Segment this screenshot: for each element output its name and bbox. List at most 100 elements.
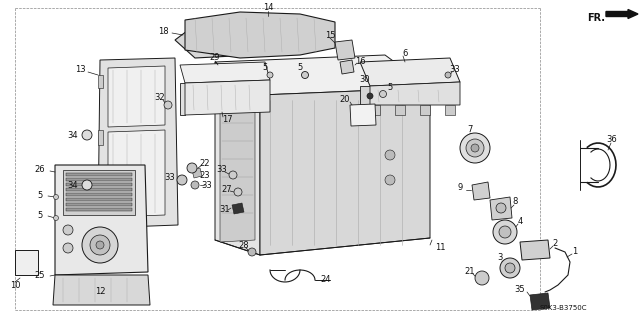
Text: 30: 30 bbox=[360, 76, 371, 85]
Polygon shape bbox=[98, 175, 103, 190]
Text: 34: 34 bbox=[68, 181, 78, 189]
Text: 27: 27 bbox=[221, 186, 232, 195]
Circle shape bbox=[164, 101, 172, 109]
Text: 35: 35 bbox=[515, 286, 525, 294]
Text: 6: 6 bbox=[403, 48, 408, 57]
Circle shape bbox=[191, 181, 199, 189]
Text: 9: 9 bbox=[458, 183, 463, 192]
Polygon shape bbox=[395, 105, 405, 115]
Circle shape bbox=[496, 203, 506, 213]
Polygon shape bbox=[220, 95, 255, 242]
Circle shape bbox=[301, 71, 308, 78]
Polygon shape bbox=[215, 55, 430, 95]
Polygon shape bbox=[108, 66, 165, 127]
Circle shape bbox=[471, 144, 479, 152]
Circle shape bbox=[267, 72, 273, 78]
Polygon shape bbox=[175, 18, 330, 58]
Text: 31: 31 bbox=[220, 205, 230, 214]
Text: FR.: FR. bbox=[587, 13, 605, 23]
Circle shape bbox=[460, 133, 490, 163]
Circle shape bbox=[187, 163, 197, 173]
Circle shape bbox=[63, 225, 73, 235]
Polygon shape bbox=[66, 198, 132, 201]
Polygon shape bbox=[520, 240, 550, 260]
Text: 25: 25 bbox=[35, 271, 45, 279]
Polygon shape bbox=[98, 58, 178, 228]
Circle shape bbox=[445, 72, 451, 78]
Text: 2: 2 bbox=[552, 240, 557, 249]
Text: 33: 33 bbox=[216, 166, 227, 174]
Circle shape bbox=[229, 171, 237, 179]
Polygon shape bbox=[108, 130, 165, 217]
Text: 5: 5 bbox=[37, 190, 43, 199]
Text: 10: 10 bbox=[10, 280, 20, 290]
Polygon shape bbox=[98, 75, 103, 88]
Polygon shape bbox=[232, 203, 244, 214]
Text: 36: 36 bbox=[607, 136, 618, 145]
Polygon shape bbox=[55, 165, 148, 275]
Polygon shape bbox=[340, 60, 354, 74]
Circle shape bbox=[54, 195, 58, 199]
Text: 7: 7 bbox=[467, 125, 473, 135]
Circle shape bbox=[82, 227, 118, 263]
Polygon shape bbox=[472, 182, 490, 200]
Circle shape bbox=[177, 175, 187, 185]
Circle shape bbox=[385, 175, 395, 185]
Polygon shape bbox=[66, 188, 132, 191]
Polygon shape bbox=[445, 105, 455, 115]
Text: 12: 12 bbox=[95, 287, 105, 296]
Text: 5: 5 bbox=[262, 63, 268, 72]
Polygon shape bbox=[66, 203, 132, 206]
Circle shape bbox=[499, 226, 511, 238]
Text: 34: 34 bbox=[68, 130, 78, 139]
Text: 20: 20 bbox=[340, 95, 350, 105]
Text: 33: 33 bbox=[450, 65, 460, 75]
Text: 5: 5 bbox=[37, 211, 43, 219]
FancyArrow shape bbox=[606, 10, 638, 19]
Text: 26: 26 bbox=[35, 166, 45, 174]
Circle shape bbox=[90, 235, 110, 255]
Text: 29: 29 bbox=[210, 54, 220, 63]
Polygon shape bbox=[66, 183, 132, 186]
Text: 21: 21 bbox=[465, 268, 476, 277]
Text: 5: 5 bbox=[298, 63, 303, 72]
Polygon shape bbox=[66, 208, 132, 211]
Polygon shape bbox=[360, 86, 370, 105]
Polygon shape bbox=[185, 12, 335, 58]
Text: 33: 33 bbox=[202, 181, 212, 189]
Text: S0K3-B3750C: S0K3-B3750C bbox=[540, 305, 588, 311]
Polygon shape bbox=[15, 250, 38, 275]
Text: 4: 4 bbox=[517, 218, 523, 226]
Text: 3: 3 bbox=[497, 254, 502, 263]
Circle shape bbox=[505, 263, 515, 273]
Polygon shape bbox=[66, 173, 132, 176]
Text: 1: 1 bbox=[572, 248, 578, 256]
Circle shape bbox=[385, 150, 395, 160]
Polygon shape bbox=[192, 168, 202, 178]
Text: 8: 8 bbox=[512, 197, 518, 206]
Polygon shape bbox=[260, 88, 430, 255]
Polygon shape bbox=[370, 82, 460, 105]
Polygon shape bbox=[350, 104, 376, 126]
Polygon shape bbox=[63, 170, 135, 215]
Polygon shape bbox=[66, 178, 132, 181]
Polygon shape bbox=[98, 130, 103, 145]
Text: 32: 32 bbox=[155, 93, 165, 102]
Polygon shape bbox=[185, 80, 270, 115]
Circle shape bbox=[54, 216, 58, 220]
Text: 5: 5 bbox=[387, 84, 392, 93]
Polygon shape bbox=[420, 105, 430, 115]
Text: 11: 11 bbox=[435, 243, 445, 253]
Text: 23: 23 bbox=[200, 170, 211, 180]
Circle shape bbox=[96, 241, 104, 249]
Text: 18: 18 bbox=[157, 27, 168, 36]
Polygon shape bbox=[180, 83, 185, 115]
Circle shape bbox=[234, 188, 242, 196]
Text: 16: 16 bbox=[355, 57, 365, 66]
Text: 14: 14 bbox=[263, 4, 273, 12]
Text: 22: 22 bbox=[200, 159, 211, 167]
Circle shape bbox=[82, 130, 92, 140]
Polygon shape bbox=[53, 275, 150, 305]
Polygon shape bbox=[360, 58, 460, 86]
Circle shape bbox=[82, 180, 92, 190]
